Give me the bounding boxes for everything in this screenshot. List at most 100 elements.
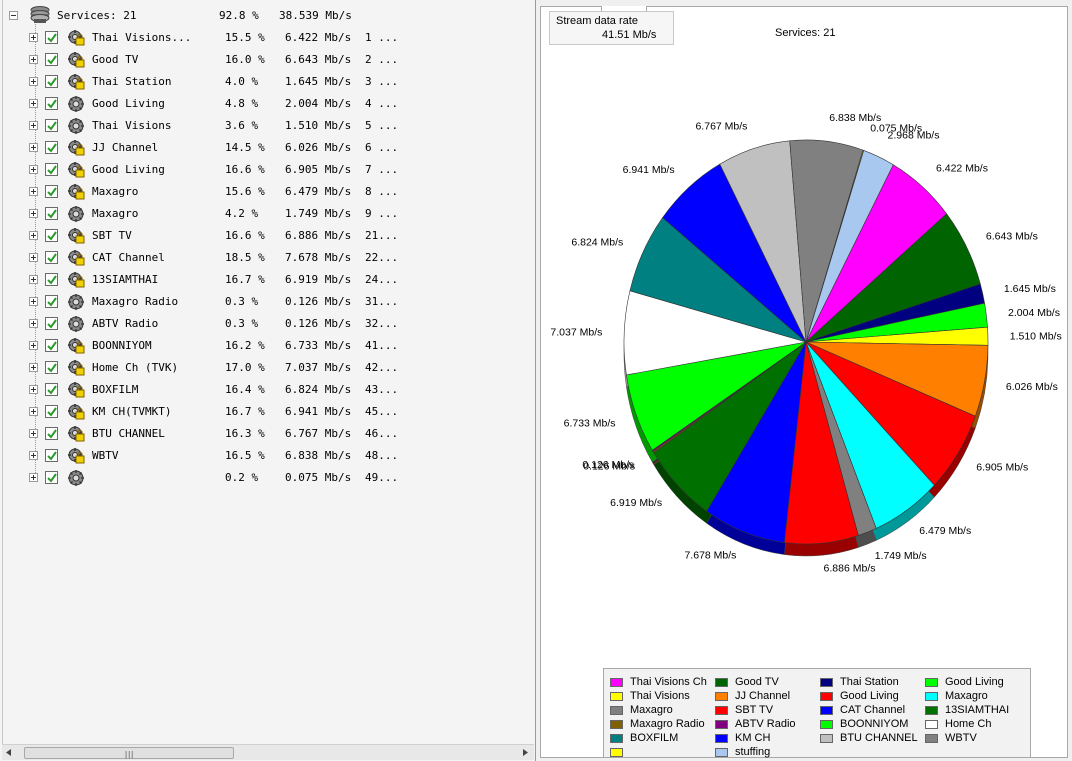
tree-root-row[interactable]: Services: 21 92.8 % 38.539 Mb/s (3, 5, 535, 27)
service-name: Home Ch (TVK) (92, 361, 179, 374)
expand-icon[interactable] (29, 121, 38, 130)
service-row[interactable]: Good Living 4.8 % 2.004 Mb/s 4 ... (3, 93, 535, 115)
service-checkbox[interactable] (45, 251, 58, 264)
expand-icon[interactable] (29, 319, 38, 328)
legend-swatch (715, 706, 728, 715)
checkmark-icon (47, 209, 57, 219)
scroll-left-icon[interactable] (6, 749, 12, 756)
service-checkbox[interactable] (45, 97, 58, 110)
expand-icon[interactable] (29, 473, 38, 482)
service-row[interactable]: Thai Station 4.0 % 1.645 Mb/s 3 ... (3, 71, 535, 93)
service-row[interactable]: Home Ch (TVK) 17.0 % 7.037 Mb/s 42... (3, 357, 535, 379)
service-checkbox[interactable] (45, 449, 58, 462)
expand-icon[interactable] (29, 99, 38, 108)
service-percent: 16.7 % (225, 405, 265, 418)
service-row[interactable]: Maxagro 4.2 % 1.749 Mb/s 9 ... (3, 203, 535, 225)
service-percent: 17.0 % (225, 361, 265, 374)
legend-label: CAT Channel (840, 704, 906, 716)
pie-value-label: 6.941 Mb/s (623, 164, 675, 176)
service-row[interactable]: SBT TV 16.6 % 6.886 Mb/s 21... (3, 225, 535, 247)
service-rate: 6.905 Mb/s (285, 163, 352, 176)
expand-icon[interactable] (29, 407, 38, 416)
legend-label: BOONNIYOM (840, 718, 909, 730)
scroll-right-icon[interactable] (523, 749, 529, 756)
expand-icon[interactable] (29, 341, 38, 350)
service-percent: 0.2 % (225, 471, 259, 484)
service-percent: 16.4 % (225, 383, 265, 396)
service-checkbox[interactable] (45, 75, 58, 88)
service-name: BTU CHANNEL (92, 427, 165, 440)
service-checkbox[interactable] (45, 229, 58, 242)
service-checkbox[interactable] (45, 295, 58, 308)
radio-icon (67, 205, 85, 223)
expand-icon[interactable] (29, 297, 38, 306)
service-checkbox[interactable] (45, 163, 58, 176)
service-name: Thai Station (92, 75, 172, 88)
checkmark-icon (47, 407, 57, 417)
service-checkbox[interactable] (45, 339, 58, 352)
service-row[interactable]: BOONNIYOM 16.2 % 6.733 Mb/s 41... (3, 335, 535, 357)
legend-label: Good Living (840, 690, 899, 702)
expand-icon[interactable] (29, 143, 38, 152)
service-id: 7 ... (365, 163, 399, 176)
expand-icon[interactable] (29, 187, 38, 196)
service-row[interactable]: KM CH(TVMKT) 16.7 % 6.941 Mb/s 45... (3, 401, 535, 423)
service-checkbox[interactable] (45, 383, 58, 396)
expand-icon[interactable] (29, 33, 38, 42)
service-row[interactable]: JJ Channel 14.5 % 6.026 Mb/s 6 ... (3, 137, 535, 159)
expand-icon[interactable] (29, 209, 38, 218)
expand-icon[interactable] (29, 253, 38, 262)
service-row[interactable]: CAT Channel 18.5 % 7.678 Mb/s 22... (3, 247, 535, 269)
service-row[interactable]: 13SIAMTHAI 16.7 % 6.919 Mb/s 24... (3, 269, 535, 291)
service-checkbox[interactable] (45, 427, 58, 440)
service-row[interactable]: Maxagro Radio 0.3 % 0.126 Mb/s 31... (3, 291, 535, 313)
service-name: Maxagro (92, 207, 139, 220)
expand-icon[interactable] (29, 231, 38, 240)
legend-swatch (715, 720, 728, 729)
checkmark-icon (47, 121, 57, 131)
service-row[interactable]: Good TV 16.0 % 6.643 Mb/s 2 ... (3, 49, 535, 71)
service-checkbox[interactable] (45, 471, 58, 484)
service-percent: 16.0 % (225, 53, 265, 66)
service-checkbox[interactable] (45, 141, 58, 154)
service-checkbox[interactable] (45, 119, 58, 132)
service-row[interactable]: Thai Visions... 15.5 % 6.422 Mb/s 1 ... (3, 27, 535, 49)
collapse-icon[interactable] (9, 11, 18, 20)
service-row[interactable]: Thai Visions 3.6 % 1.510 Mb/s 5 ... (3, 115, 535, 137)
scrollbar-thumb[interactable]: ||| (24, 747, 234, 759)
expand-icon[interactable] (29, 165, 38, 174)
service-row[interactable]: Maxagro 15.6 % 6.479 Mb/s 8 ... (3, 181, 535, 203)
service-checkbox[interactable] (45, 53, 58, 66)
service-row[interactable]: WBTV 16.5 % 6.838 Mb/s 48... (3, 445, 535, 467)
service-checkbox[interactable] (45, 185, 58, 198)
radio-icon (67, 469, 85, 487)
pie-value-label: 0.126 Mb/s (582, 459, 634, 471)
pie-value-label: 2.968 Mb/s (888, 130, 940, 142)
service-id: 24... (365, 273, 399, 286)
service-row[interactable]: BTU CHANNEL 16.3 % 6.767 Mb/s 46... (3, 423, 535, 445)
service-name: WBTV (92, 449, 119, 462)
service-checkbox[interactable] (45, 405, 58, 418)
service-checkbox[interactable] (45, 361, 58, 374)
stream-rate-box: Stream data rate 41.51 Mb/s (549, 11, 674, 45)
service-checkbox[interactable] (45, 273, 58, 286)
expand-icon[interactable] (29, 77, 38, 86)
pie-value-label: 6.886 Mb/s (824, 562, 876, 574)
service-row[interactable]: BOXFILM 16.4 % 6.824 Mb/s 43... (3, 379, 535, 401)
expand-icon[interactable] (29, 429, 38, 438)
service-checkbox[interactable] (45, 207, 58, 220)
expand-icon[interactable] (29, 451, 38, 460)
service-row[interactable]: Good Living 16.6 % 6.905 Mb/s 7 ... (3, 159, 535, 181)
service-rate: 0.075 Mb/s (285, 471, 352, 484)
expand-icon[interactable] (29, 363, 38, 372)
expand-icon[interactable] (29, 55, 38, 64)
service-row[interactable]: ABTV Radio 0.3 % 0.126 Mb/s 32... (3, 313, 535, 335)
expand-icon[interactable] (29, 275, 38, 284)
service-checkbox[interactable] (45, 31, 58, 44)
service-row[interactable]: 0.2 % 0.075 Mb/s 49... (3, 467, 535, 489)
tv-lock-icon (67, 139, 85, 157)
service-checkbox[interactable] (45, 317, 58, 330)
expand-icon[interactable] (29, 385, 38, 394)
horizontal-scrollbar[interactable]: ||| (2, 744, 534, 760)
tv-lock-icon (67, 337, 85, 355)
